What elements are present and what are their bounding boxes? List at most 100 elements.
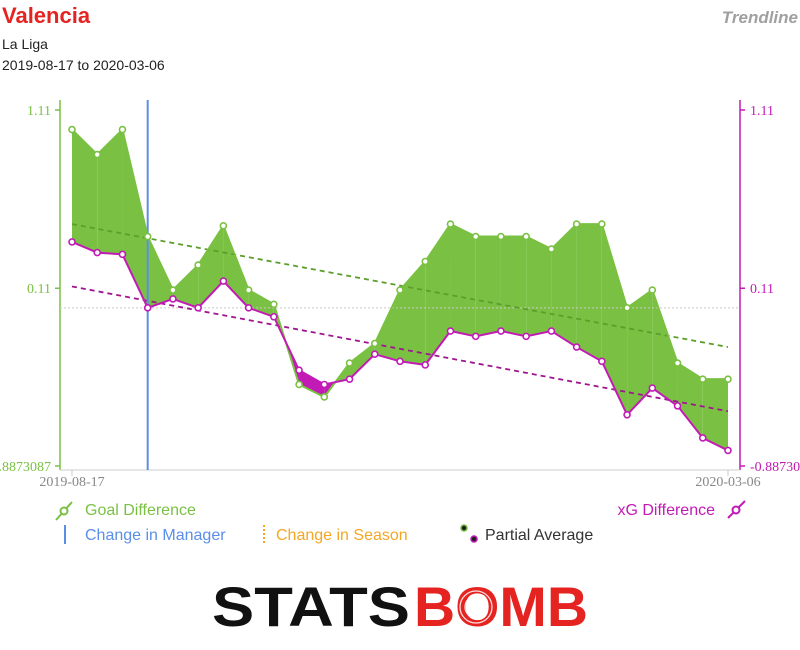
xg-difference-point: [421, 361, 430, 369]
legend-change-in-season: Change in Season: [276, 527, 408, 544]
fill-segment: [147, 236, 173, 308]
goal-difference-point: [143, 232, 152, 241]
goal-difference-point: [219, 222, 228, 230]
fill-segment: [97, 129, 123, 255]
goal-difference-point: [295, 380, 303, 389]
goal-difference-point: [345, 359, 354, 367]
team-title: Valencia: [2, 3, 91, 28]
goal-difference-point: [244, 286, 253, 294]
logo-left: STATS: [212, 582, 410, 632]
xg-difference-point: [471, 332, 480, 341]
xg-difference-point: [244, 304, 253, 312]
legend: Goal Difference xG Difference Change in …: [55, 500, 746, 544]
fill-segment: [601, 224, 628, 415]
goal-difference-point: [93, 150, 102, 159]
fill-segment: [500, 236, 527, 337]
fill-segment: [702, 379, 728, 451]
fill-segment: [450, 224, 476, 337]
statsbomb-logo: STATS BOMB: [212, 582, 588, 632]
fill-segment: [299, 370, 325, 397]
left-tick-label: 1.11: [27, 104, 51, 119]
fill-segment: [349, 343, 375, 380]
xg-difference-point: [194, 304, 202, 312]
goal-difference-point: [623, 304, 631, 312]
goal-difference-point: [320, 393, 329, 401]
fill-segment: [526, 236, 552, 337]
goal-difference-point: [194, 261, 202, 269]
xg-difference-trendline: [71, 285, 729, 413]
xg-difference-point: [547, 327, 556, 335]
goal-difference-point: [471, 232, 480, 241]
xg-difference-point: [143, 304, 152, 312]
x-tick-label: 2019-08-17: [39, 475, 104, 490]
league-name: La Liga: [2, 36, 48, 52]
goal-difference-point: [698, 375, 707, 383]
fill-segment: [425, 224, 451, 365]
right-tick-label: 0.11: [750, 282, 774, 297]
legend-goal-difference-icon: [55, 501, 73, 521]
xg-difference-point: [345, 375, 354, 383]
goal-difference-point: [270, 300, 278, 309]
xg-difference-point: [648, 384, 657, 392]
fill-segment: [374, 290, 400, 362]
fill-segment: [72, 129, 98, 253]
xg-difference-point: [93, 248, 102, 257]
right-tick-label: -0.88730: [750, 460, 800, 475]
xg-difference-point: [572, 343, 581, 351]
xg-difference-point: [698, 434, 707, 442]
xg-difference-point: [623, 410, 631, 419]
x-tick-label: 2020-03-06: [695, 475, 760, 490]
xg-difference-point: [68, 238, 76, 246]
goal-difference-point: [421, 257, 430, 266]
goal-difference-point: [118, 125, 127, 134]
goal-difference-point: [724, 375, 732, 383]
goal-difference-point: [370, 339, 379, 348]
chart-type-label: Trendline: [721, 8, 798, 27]
xg-difference-point: [219, 277, 228, 285]
logo-right: BOMB: [414, 582, 588, 632]
goal-difference-trendline: [71, 223, 729, 348]
legend-goal-difference: Goal Difference: [85, 502, 196, 519]
left-tick-label: 0.11: [27, 282, 51, 297]
goal-difference-point: [572, 220, 581, 228]
difference-fill-area: [72, 129, 728, 451]
left-y-axis: [55, 100, 61, 470]
legend-partial-average-icon: [460, 524, 478, 543]
goal-difference-point: [446, 220, 455, 228]
goal-difference-point: [547, 245, 556, 253]
xg-difference-point: [370, 350, 379, 358]
fill-segment: [551, 224, 577, 348]
fill-segment: [627, 290, 653, 415]
logo-target-icon: [459, 590, 493, 624]
goal-difference-point: [497, 232, 505, 241]
xg-difference-point: [522, 332, 530, 341]
xg-difference-point: [598, 357, 606, 366]
legend-xg-difference: xG Difference: [617, 502, 715, 519]
xg-difference-point: [497, 327, 505, 335]
trend-lines: [71, 223, 729, 413]
fill-segment: [677, 363, 703, 438]
series-markers: [68, 125, 732, 455]
goal-difference-point: [673, 359, 682, 367]
right-tick-label: 1.11: [750, 104, 774, 119]
xg-difference-point: [396, 357, 404, 366]
goal-difference-point: [169, 286, 177, 294]
xg-difference-point: [118, 250, 127, 259]
fill-segment: [652, 290, 678, 406]
fill-segment: [576, 224, 602, 362]
fill-segment: [400, 261, 426, 365]
legend-xg-difference-icon: [727, 500, 746, 519]
x-axis: [60, 469, 740, 476]
fill-segment: [172, 265, 199, 308]
xg-difference-point: [270, 312, 278, 321]
left-tick-label: -0.8873087: [0, 460, 51, 475]
tick-labels: 1.11 1.11 0.11 0.11 -0.8873087 -0.88730 2019-0…: [0, 104, 800, 490]
xg-difference-point: [446, 327, 455, 335]
fill-segment: [475, 236, 501, 337]
goal-difference-point: [396, 286, 404, 294]
goal-difference-point: [598, 220, 606, 228]
goal-difference-point: [648, 286, 657, 294]
xg-difference-point: [295, 366, 303, 375]
fill-segment: [122, 129, 148, 308]
